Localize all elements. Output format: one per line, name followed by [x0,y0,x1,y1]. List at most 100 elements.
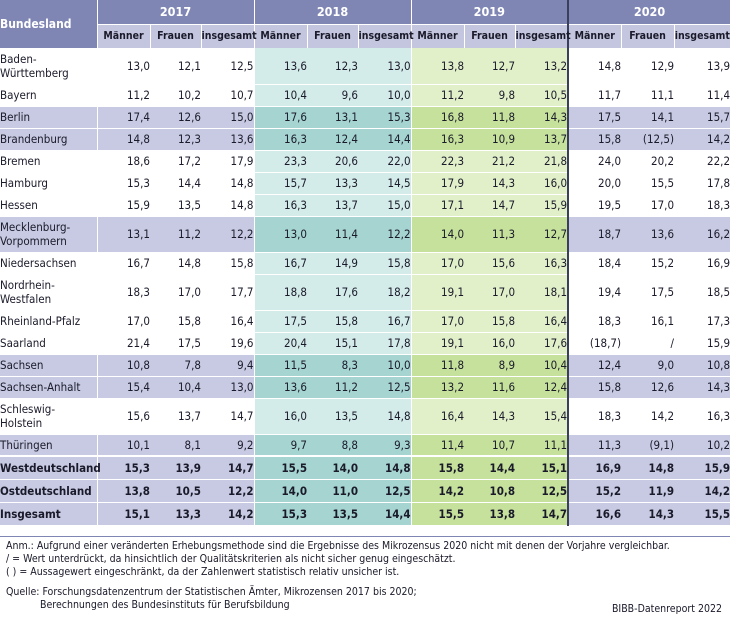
value-cell-2017: 15,6 [96,398,150,435]
value-cell-2017: 13,9 [150,455,201,480]
table-row: Baden- Württemberg 13,0 12,1 12,5 13,6 12,3 13,… [0,48,730,85]
value-cell-2019: 16,3 [410,128,465,151]
row-label: Sachsen [0,354,97,377]
row-label-line: Berlin [0,110,31,124]
row-label: Westdeutschland [0,455,101,480]
value-cell-2019: 9,8 [464,84,516,107]
value-cell-2019: 17,0 [410,310,465,333]
value-cell-2017: 9,2 [201,434,255,457]
value-cell-2018: 20,4 [253,332,308,355]
value-cell-2019: 13,2 [410,376,465,399]
row-label-line: Saarland [0,336,46,350]
value-cell-2018: 17,8 [358,332,412,355]
value-cell-2017: 10,5 [150,479,201,503]
value-cell-2018: 9,7 [253,434,308,457]
value-cell-2019: 10,7 [464,434,516,457]
value-cell-2019: 14,3 [515,106,569,129]
value-cell-2018: 12,5 [358,479,412,503]
value-cell-2017: 10,1 [96,434,150,457]
value-cell-2019: 10,9 [464,128,516,151]
value-cell-2018: 22,0 [358,150,412,173]
value-cell-2018: 20,6 [307,150,359,173]
value-cell-2017: 14,8 [96,128,150,151]
subheader-2017-0: Männer [96,24,150,48]
value-cell-2018: 14,0 [253,479,308,503]
value-cell-2017: 13,5 [150,194,201,217]
value-cell-2020: 16,9 [674,252,730,275]
value-cell-2017: 14,2 [201,502,255,526]
value-cell-2017: 17,7 [201,274,255,311]
table-row: Berlin 17,4 12,6 15,0 17,6 13,1 15,3 16,8 11,8 14… [0,106,730,129]
value-cell-2019: 12,5 [515,479,569,503]
value-cell-2018: 12,2 [358,216,412,253]
value-cell-2020: 15,2 [621,252,675,275]
table-row: Brandenburg 14,8 12,3 13,6 16,3 12,4 14,4 16,3 1… [0,128,730,151]
value-cell-2020: 11,4 [674,84,730,107]
value-cell-2017: 16,7 [96,252,150,275]
value-cell-2020: 17,8 [674,172,730,195]
value-cell-2017: 15,3 [96,455,150,480]
value-cell-2017: 8,1 [150,434,201,457]
value-cell-2020: 10,8 [674,354,730,377]
value-cell-2018: 13,7 [307,194,359,217]
value-cell-2020: 16,9 [567,455,622,480]
value-cell-2019: 16,4 [410,398,465,435]
value-cell-2018: 18,2 [358,274,412,311]
value-cell-2020: 14,2 [674,128,730,151]
value-cell-2019: 14,3 [464,398,516,435]
value-cell-2017: 10,2 [150,84,201,107]
table-row: Hamburg 15,3 14,4 14,8 15,7 13,3 14,5 17,9 14,3 1… [0,172,730,195]
value-cell-2018: 10,4 [253,84,308,107]
value-cell-2017: 15,4 [96,376,150,399]
value-cell-2019: 17,1 [410,194,465,217]
value-cell-2017: 15,8 [201,252,255,275]
value-cell-2020: 19,4 [567,274,622,311]
value-cell-2020: 17,5 [621,274,675,311]
value-cell-2018: 13,3 [307,172,359,195]
value-cell-2018: 17,6 [253,106,308,129]
note-quelle-2: Berechnungen des Bundesinstituts für Ber… [40,599,290,611]
value-cell-2018: 17,6 [307,274,359,311]
value-cell-2017: 17,0 [96,310,150,333]
value-cell-2017: 18,3 [96,274,150,311]
value-cell-2020: 19,5 [567,194,622,217]
value-cell-2020: 14,2 [674,479,730,503]
value-cell-2019: 14,0 [410,216,465,253]
value-cell-2017: 13,0 [201,376,255,399]
value-cell-2017: 13,3 [150,502,201,526]
value-cell-2019: 21,8 [515,150,569,173]
header-year-2020: 2020 [567,0,730,25]
value-cell-2019: 15,1 [515,455,569,480]
header-year-2017: 2017 [97,0,255,25]
value-cell-2017: 12,2 [201,479,255,503]
value-cell-2019: 17,0 [410,252,465,275]
value-cell-2020: 17,0 [621,194,675,217]
row-label-line: Ostdeutschland [0,483,92,498]
table-row: Bayern 11,2 10,2 10,7 10,4 9,6 10,0 11,2 9,8 10,5… [0,84,730,107]
value-cell-2019: 10,8 [464,479,516,503]
row-label: Baden- Württemberg [0,48,97,85]
row-label: Saarland [0,332,97,355]
table-row: Insgesamt 15,1 13,3 14,2 15,3 13,5 14,4 15,5 13,… [0,502,730,526]
value-cell-2019: 11,2 [410,84,465,107]
value-cell-2017: 15,0 [201,106,255,129]
value-cell-2018: 23,3 [253,150,308,173]
value-cell-2020: (18,7) [567,332,622,355]
value-cell-2019: 16,3 [515,252,569,275]
subheader-2019-0: Männer [410,24,465,48]
row-label: Bremen [0,150,97,173]
value-cell-2020: 15,7 [674,106,730,129]
row-label-line: Württemberg [0,65,69,80]
value-cell-2018: 13,6 [253,48,308,85]
row-label-line: Brandenburg [0,132,68,146]
value-cell-2018: 16,3 [253,194,308,217]
value-cell-2017: 14,7 [201,455,255,480]
value-cell-2020: 14,8 [567,48,622,85]
value-cell-2020: 18,3 [674,194,730,217]
row-label-line: Schleswig- [0,402,56,416]
value-cell-2020: 12,4 [567,354,622,377]
row-label: Schleswig- Holstein [0,398,97,435]
table-row: Nordrhein- Westfalen 18,3 17,0 17,7 18,8 17,6 1… [0,274,730,311]
subheader-2020-2: insgesamt [673,24,730,48]
